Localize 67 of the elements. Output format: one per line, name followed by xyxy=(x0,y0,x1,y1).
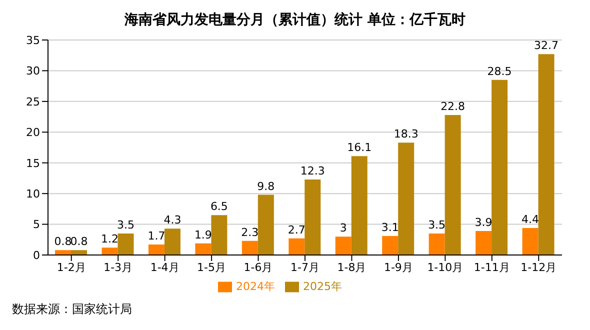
x-tick-label: 1-10月 xyxy=(427,260,464,274)
legend-label: 2025年 xyxy=(303,280,342,293)
bar xyxy=(538,54,554,255)
data-label: 16.1 xyxy=(347,141,372,154)
x-tick-label: 1-11月 xyxy=(474,260,510,274)
bar xyxy=(351,156,368,255)
data-label: 3 xyxy=(340,222,347,235)
y-tick-label: 20 xyxy=(26,126,40,140)
bar xyxy=(476,231,492,255)
data-label: 3.5 xyxy=(116,218,134,232)
bar xyxy=(211,215,228,255)
data-label: 0.8 xyxy=(54,235,72,248)
data-label: 1.9 xyxy=(194,228,212,242)
bar xyxy=(335,236,352,255)
bar xyxy=(118,234,134,255)
x-tick-label: 1-4月 xyxy=(150,260,180,274)
y-tick-label: 15 xyxy=(26,156,40,170)
data-label: 3.1 xyxy=(381,220,399,234)
bar xyxy=(164,228,180,255)
y-tick-label: 25 xyxy=(26,95,40,108)
legend-label: 2024年 xyxy=(236,280,275,293)
bar xyxy=(242,240,258,255)
bar xyxy=(398,142,414,255)
x-tick-label: 1-5月 xyxy=(197,260,226,274)
data-label: 0.8 xyxy=(70,235,88,248)
data-label: 2.3 xyxy=(241,226,259,239)
bar xyxy=(428,234,445,255)
data-label: 1.7 xyxy=(148,230,166,243)
y-tick-label: 35 xyxy=(26,34,40,47)
bar xyxy=(304,179,321,255)
x-tick-label: 1-8月 xyxy=(337,260,366,274)
data-label: 18.3 xyxy=(394,128,418,141)
data-label: 32.7 xyxy=(534,39,559,52)
data-label: 4.3 xyxy=(164,214,182,227)
bar xyxy=(382,236,398,255)
data-label: 3.9 xyxy=(474,216,492,230)
y-tick-label: 10 xyxy=(26,187,40,200)
x-tick-label: 1-2月 xyxy=(56,260,86,274)
x-tick-label: 1-9月 xyxy=(384,260,413,274)
y-tick-label: 0 xyxy=(33,248,40,262)
bar xyxy=(55,250,72,255)
y-tick-label: 5 xyxy=(33,218,40,232)
x-tick-label: 1-12月 xyxy=(520,260,557,274)
x-tick-label: 1-3月 xyxy=(104,260,133,274)
bar xyxy=(522,228,538,255)
x-tick-label: 1-6月 xyxy=(244,260,273,274)
bar xyxy=(148,244,164,255)
data-label: 12.3 xyxy=(300,164,325,178)
x-tick-label: 1-7月 xyxy=(290,260,320,274)
y-tick-label: 30 xyxy=(26,64,40,78)
bar xyxy=(444,114,461,255)
bar xyxy=(258,194,274,255)
data-label: 28.5 xyxy=(487,64,512,78)
data-label: 3.5 xyxy=(428,218,446,232)
bar xyxy=(492,80,508,255)
data-label: 4.4 xyxy=(522,212,540,226)
data-label: 2.7 xyxy=(288,223,306,236)
source-note: 数据来源：国家统计局 xyxy=(12,301,132,318)
chart-title: 海南省风力发电量分月（累计值）统计 单位：亿千瓦时 xyxy=(124,11,466,30)
data-label: 6.5 xyxy=(210,200,228,214)
bar xyxy=(288,238,305,255)
data-label: 9.8 xyxy=(257,180,275,193)
data-label: 22.8 xyxy=(440,100,466,113)
bar xyxy=(102,248,118,255)
bar xyxy=(71,250,88,255)
data-label: 1.2 xyxy=(100,232,118,246)
bar xyxy=(195,243,212,255)
